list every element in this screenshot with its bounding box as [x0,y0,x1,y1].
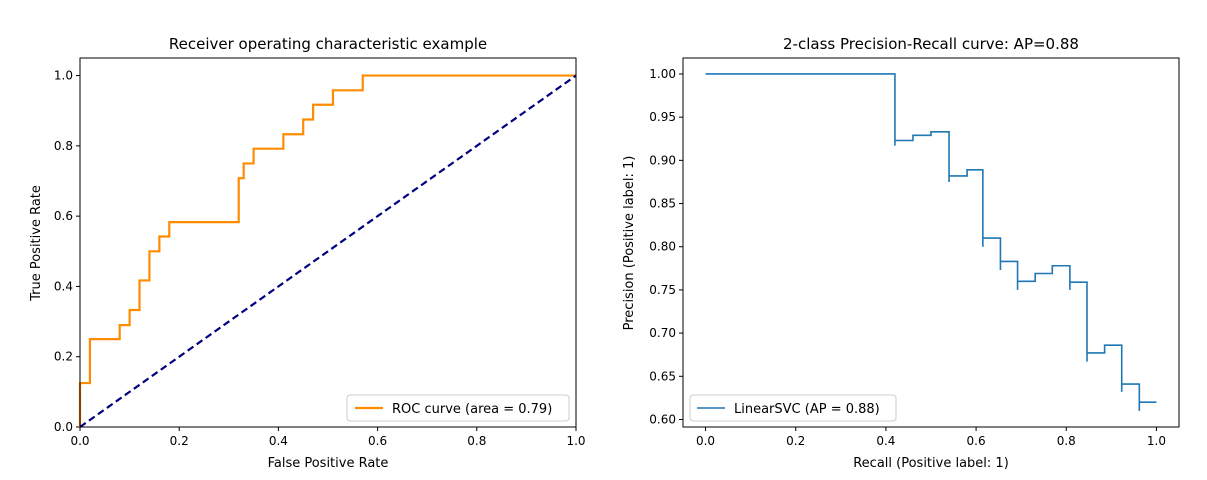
roc-curve-line [78,74,576,427]
pr-curve-line [705,73,1157,411]
roc-x-tick-label: 0.0 [70,434,89,448]
pr-y-tick-label: 0.85 [649,197,676,211]
pr-y-tick-label: 0.95 [649,110,676,124]
pr-x-tick-label: 0.2 [786,434,805,448]
roc-x-tick-label: 1.0 [566,434,585,448]
pr-chart-title: 2-class Precision-Recall curve: AP=0.88 [783,35,1079,53]
pr-y-tick-label: 0.90 [649,153,676,167]
roc-y-axis-label: True Positive Rate [29,185,44,302]
pr-x-tick-label: 0.4 [876,434,895,448]
pr-legend-box [689,394,897,422]
roc-y-tick-label: 0.4 [54,279,73,293]
pr-x-tick-label: 0.0 [696,434,715,448]
roc-y-tick-label: 0.6 [54,209,73,223]
pr-chart: 2-class Precision-Recall curve: AP=0.88 … [622,35,1180,471]
roc-chart: Receiver operating characteristic exampl… [29,35,586,471]
pr-x-tick-label: 0.8 [1057,434,1076,448]
roc-x-tick-label: 0.2 [170,434,189,448]
pr-y-tick-label: 0.65 [649,369,676,383]
roc-y-tick-label: 0.2 [54,350,73,364]
pr-x-tick-label: 0.6 [967,434,986,448]
pr-plot-frame [682,57,1180,428]
roc-x-tick-label: 0.8 [467,434,486,448]
roc-x-tick-label: 0.6 [368,434,387,448]
roc-y-tick-label: 0.8 [54,139,73,153]
pr-y-tick-label: 0.70 [649,326,676,340]
roc-chart-title: Receiver operating characteristic exampl… [169,35,487,53]
roc-legend: ROC curve (area = 0.79) [346,394,570,422]
pr-y-tick-label: 0.60 [649,412,676,426]
pr-y-tick-label: 0.80 [649,240,676,254]
roc-y-tick-label: 0.0 [54,420,73,434]
roc-legend-box [346,394,570,422]
pr-y-tick-label: 0.75 [649,283,676,297]
pr-x-tick-label: 1.0 [1147,434,1166,448]
roc-x-tick-label: 0.4 [269,434,288,448]
pr-y-tick-label: 1.00 [649,67,676,81]
pr-legend: LinearSVC (AP = 0.88) [689,394,897,422]
roc-chance-line [79,74,577,428]
pr-x-axis-label: Recall (Positive label: 1) [853,456,1009,471]
pr-y-axis-label: Precision (Positive label: 1) [622,156,637,331]
pr-legend-label: LinearSVC (AP = 0.88) [734,402,880,417]
roc-x-axis-label: False Positive Rate [268,456,389,471]
roc-y-tick-label: 1.0 [54,69,73,83]
roc-plot-frame [79,57,577,428]
roc-legend-label: ROC curve (area = 0.79) [392,402,552,417]
